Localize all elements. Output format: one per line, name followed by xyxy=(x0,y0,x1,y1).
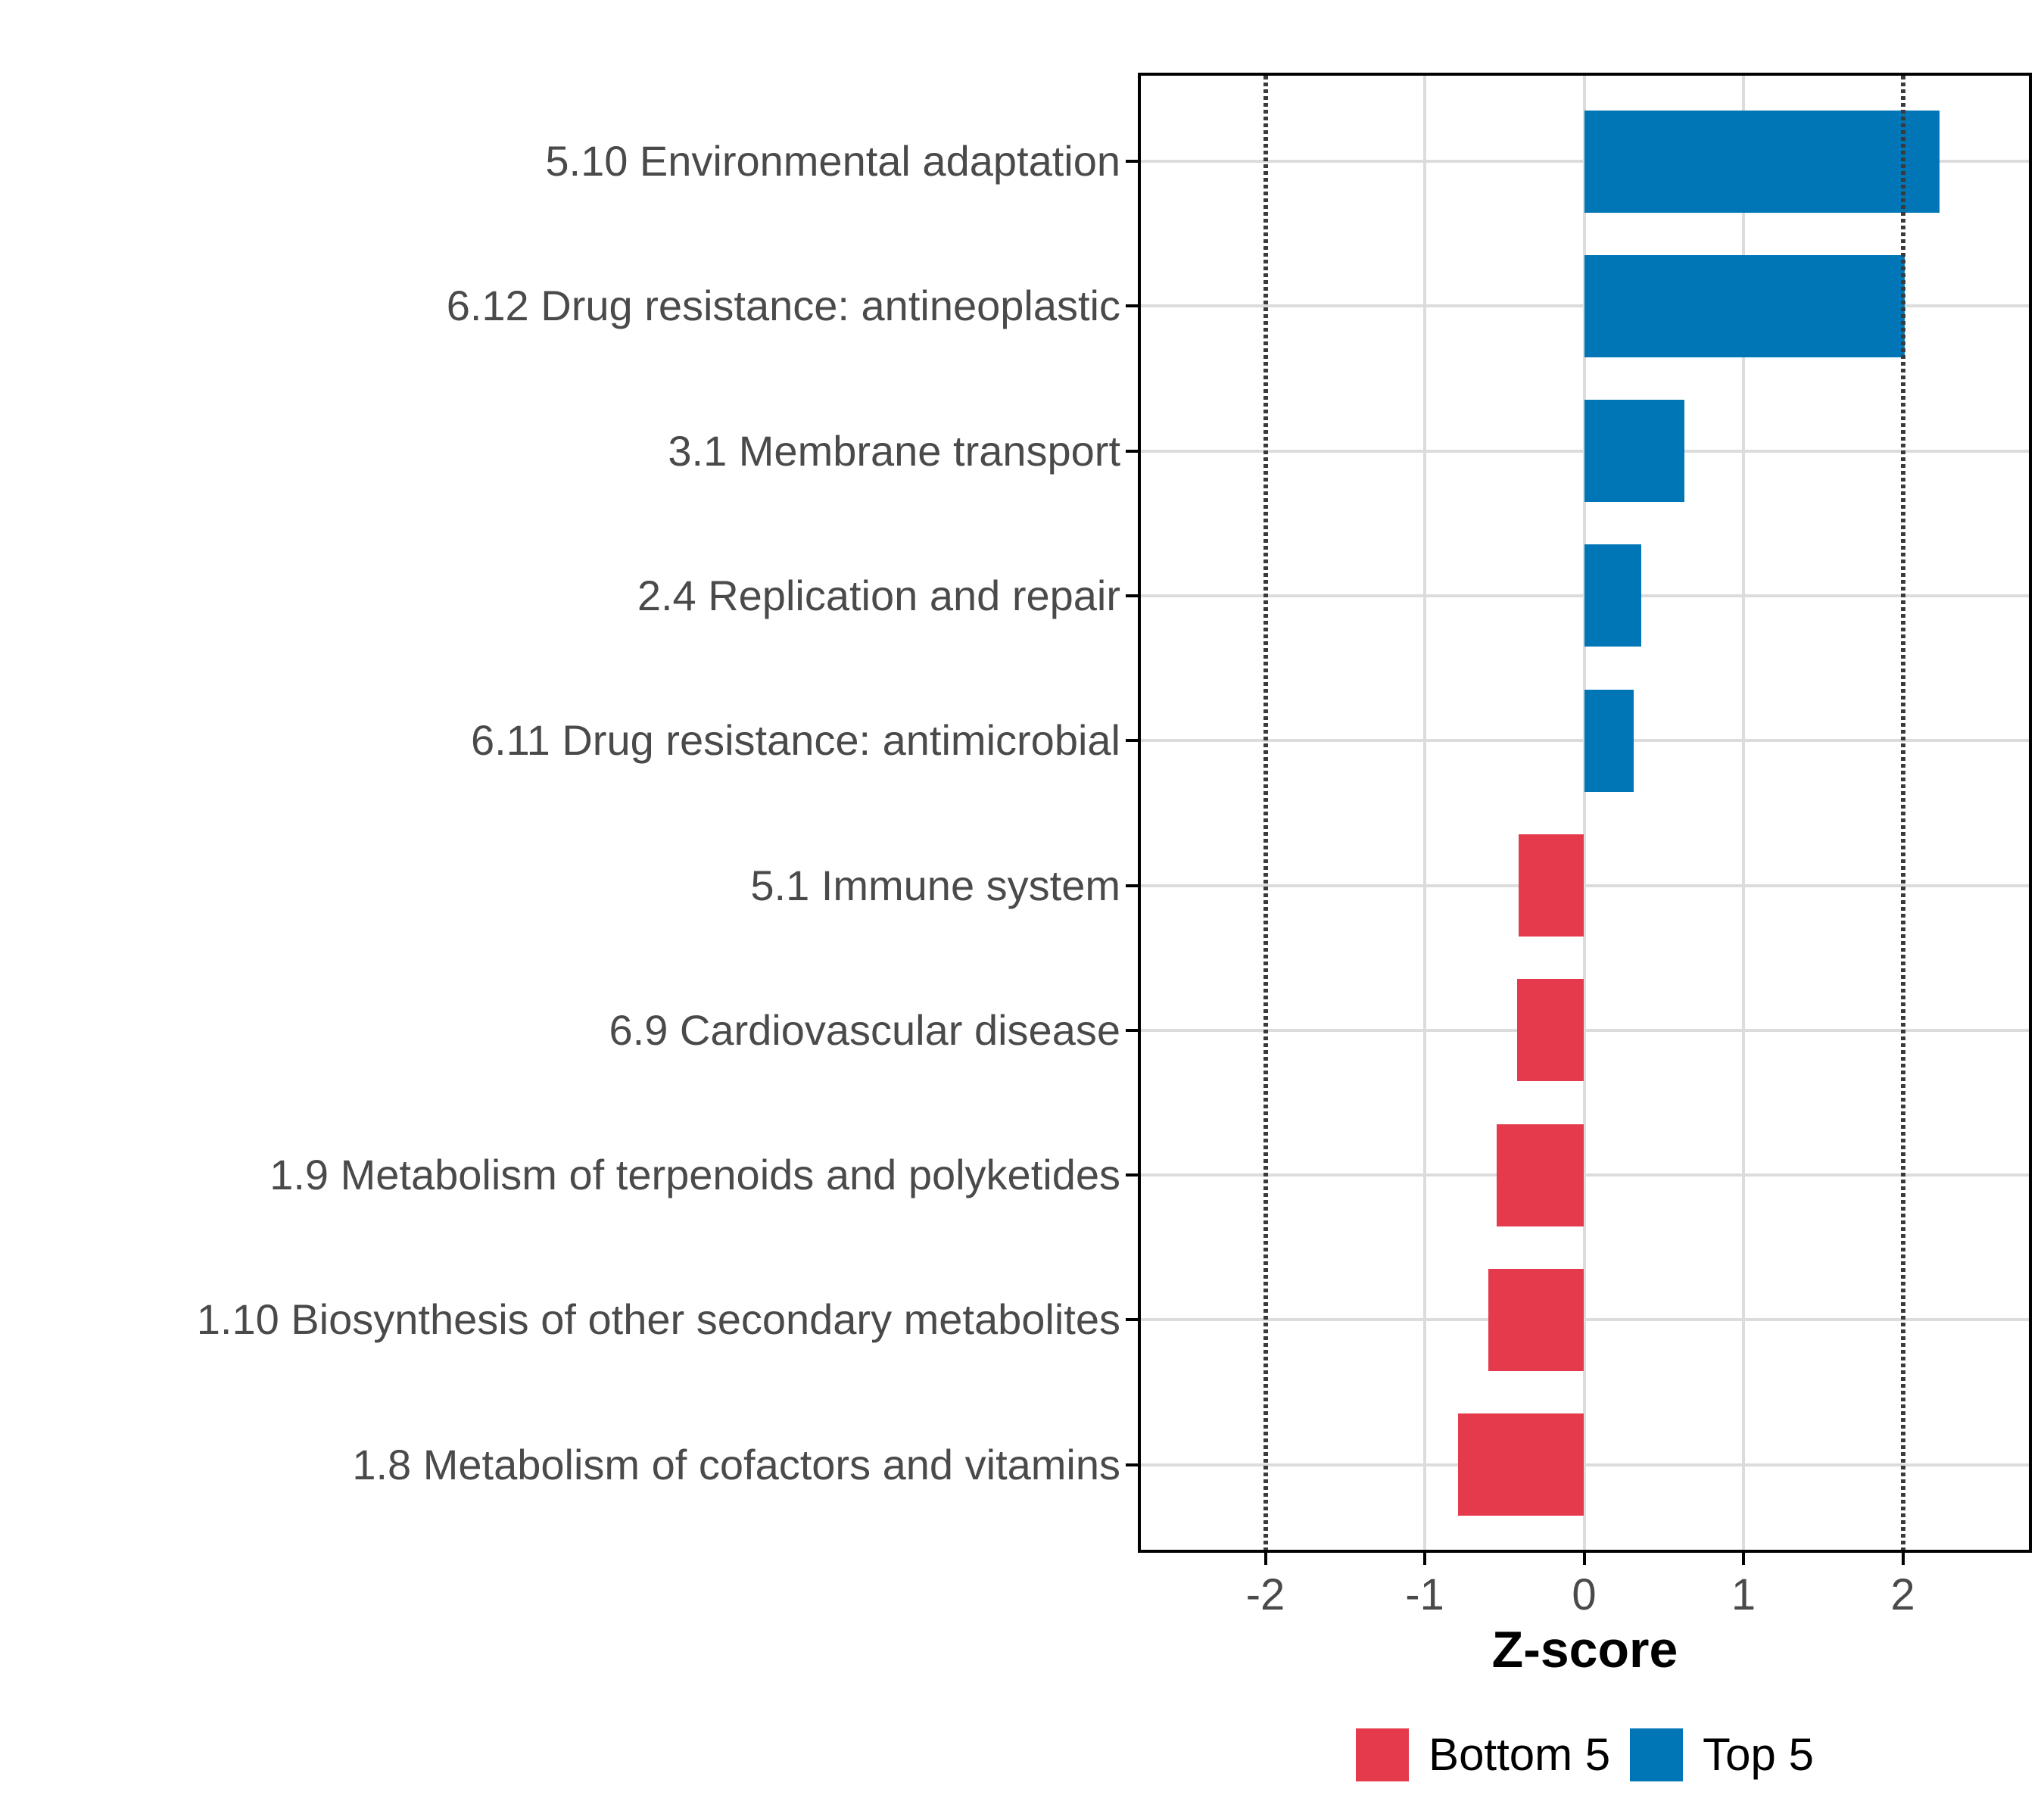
y-tick xyxy=(1126,884,1141,887)
bar-positive xyxy=(1584,544,1642,647)
category-label: 2.4 Replication and repair xyxy=(637,571,1120,619)
y-tick xyxy=(1126,304,1141,308)
bar-positive xyxy=(1584,400,1685,503)
y-tick xyxy=(1126,594,1141,597)
y-tick xyxy=(1126,449,1141,453)
x-tick-label: 1 xyxy=(1731,1570,1756,1619)
vertical-gridline xyxy=(1742,76,1745,1550)
x-axis-title: Z-score xyxy=(1491,1621,1678,1678)
y-tick xyxy=(1126,1028,1141,1032)
horizontal-gridline xyxy=(1141,1173,2029,1177)
y-tick xyxy=(1126,739,1141,743)
category-label: 1.9 Metabolism of terpenoids and polyket… xyxy=(270,1151,1120,1199)
category-label: 3.1 Membrane transport xyxy=(668,426,1120,475)
plot-panel xyxy=(1138,73,2032,1553)
vertical-gridline xyxy=(1582,76,1586,1550)
bar-negative xyxy=(1496,1124,1584,1226)
bar-positive xyxy=(1584,110,1940,213)
dotted-reference-line xyxy=(1263,76,1268,1550)
bar-negative xyxy=(1517,979,1584,1082)
x-tick-label: 2 xyxy=(1890,1570,1915,1619)
category-label: 6.12 Drug resistance: antineoplastic xyxy=(446,282,1120,330)
dotted-reference-line xyxy=(1900,76,1905,1550)
legend: Bottom 5 Top 5 xyxy=(1141,1728,2029,1781)
y-tick xyxy=(1126,1173,1141,1177)
y-tick xyxy=(1126,1463,1141,1466)
legend-swatch-bottom5 xyxy=(1356,1728,1410,1781)
y-tick xyxy=(1126,160,1141,163)
horizontal-gridline xyxy=(1141,1028,2029,1032)
legend-item-bottom5: Bottom 5 xyxy=(1356,1728,1610,1781)
legend-swatch-top5 xyxy=(1630,1728,1684,1781)
y-tick xyxy=(1126,1318,1141,1322)
bar-negative xyxy=(1458,1413,1584,1516)
vertical-gridline xyxy=(1423,76,1426,1550)
x-tick-label: -2 xyxy=(1245,1570,1285,1619)
category-label: 1.8 Metabolism of cofactors and vitamins xyxy=(352,1440,1120,1488)
bar-positive xyxy=(1584,689,1634,792)
x-tick-label: 0 xyxy=(1572,1570,1597,1619)
x-tick xyxy=(1263,1550,1267,1565)
legend-label-top5: Top 5 xyxy=(1703,1729,1814,1780)
category-label: 1.10 Biosynthesis of other secondary met… xyxy=(196,1295,1120,1344)
horizontal-gridline xyxy=(1141,1463,2029,1466)
category-label: 5.10 Environmental adaptation xyxy=(545,137,1120,185)
legend-item-top5: Top 5 xyxy=(1630,1728,1814,1781)
bar-positive xyxy=(1584,254,1905,357)
x-tick xyxy=(1742,1550,1745,1565)
bar-negative xyxy=(1519,834,1584,937)
horizontal-gridline xyxy=(1141,884,2029,887)
category-label: 6.9 Cardiovascular disease xyxy=(609,1005,1120,1054)
category-label: 6.11 Drug resistance: antimicrobial xyxy=(470,716,1120,765)
legend-label-bottom5: Bottom 5 xyxy=(1429,1729,1611,1780)
x-tick xyxy=(1582,1550,1586,1565)
x-tick xyxy=(1901,1550,1905,1565)
x-tick xyxy=(1423,1550,1426,1565)
bar-negative xyxy=(1488,1268,1584,1371)
x-tick-label: -1 xyxy=(1405,1570,1444,1619)
horizontal-gridline xyxy=(1141,1318,2029,1322)
category-label: 5.1 Immune system xyxy=(750,861,1120,909)
